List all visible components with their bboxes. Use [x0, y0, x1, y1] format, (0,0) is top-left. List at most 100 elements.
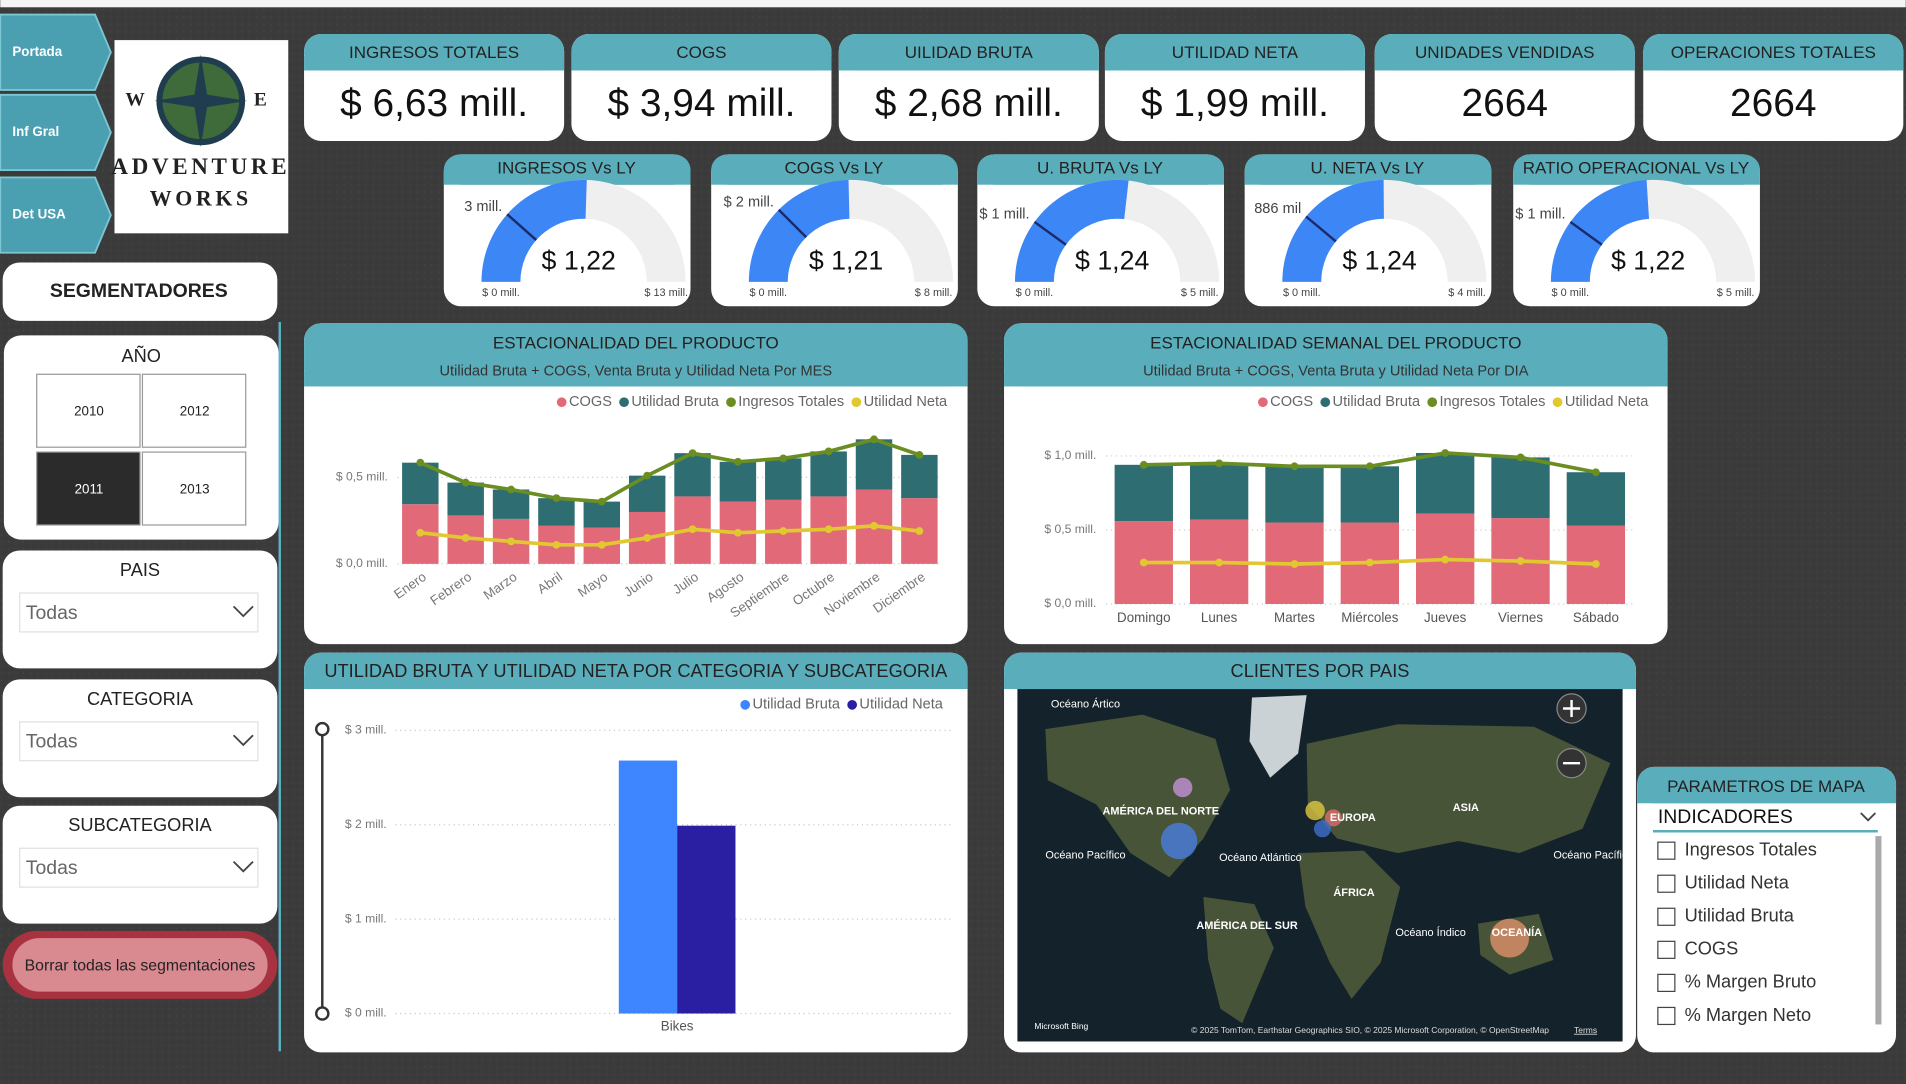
line-point [824, 447, 833, 456]
scroll-handle[interactable] [314, 721, 330, 737]
legend-marker [1552, 397, 1563, 408]
checkbox[interactable] [1657, 874, 1676, 893]
kpi-label: UTILIDAD NETA [1172, 43, 1299, 62]
gauge-target-label: $ 1 mill. [979, 206, 1029, 222]
checkbox[interactable] [1657, 973, 1676, 993]
checkbox[interactable] [1657, 940, 1676, 959]
line-point [915, 450, 924, 459]
gauge-callout: $ 1,24 [1342, 246, 1416, 276]
gauge-callout: $ 1,24 [1075, 246, 1149, 276]
checkbox-label: % Margen Neto [1685, 1005, 1812, 1025]
year-option[interactable] [36, 451, 141, 526]
x-tick-label: Miércoles [1341, 610, 1398, 625]
line-point [1365, 558, 1374, 567]
bar [1416, 452, 1475, 514]
legend-label: COGS [569, 394, 612, 410]
nav-label: Inf Gral [12, 124, 59, 139]
map-terms: Terms [1574, 1025, 1597, 1035]
map-label: Océano Pacífico [1553, 849, 1633, 861]
line-point [779, 454, 788, 463]
checkbox[interactable] [1657, 907, 1676, 926]
gauge-range-label: $ 13 mill. [644, 287, 688, 299]
map-label: Océano Pacífico [1045, 849, 1125, 861]
logo-name: WORKS [150, 187, 252, 211]
line-point [552, 494, 561, 503]
line-point [1441, 555, 1450, 564]
bar [492, 489, 530, 519]
gauge-target-label: 886 mil [1254, 201, 1301, 217]
x-tick-label: Viernes [1498, 610, 1543, 625]
kpi-card-header [838, 55, 1099, 71]
clear-button-inner[interactable] [12, 938, 268, 992]
slicer-label: AÑO [121, 345, 160, 366]
slicer-title-box [2, 262, 278, 321]
bar [538, 498, 575, 526]
gauge-target-label: $ 1 mill. [1515, 206, 1565, 222]
line-point [597, 497, 606, 506]
nav-tab[interactable] [0, 93, 112, 172]
gauge-target-label: 3 mill. [464, 199, 502, 215]
dropdown[interactable] [19, 721, 259, 762]
slicer-title: SEGMENTADORES [50, 280, 228, 302]
nav-tab[interactable] [0, 13, 112, 91]
line-point [688, 525, 697, 534]
map-label: EUROPA [1330, 812, 1376, 824]
gauge-range-label: $ 5 mill. [1717, 287, 1755, 299]
combo-card-header [304, 371, 968, 387]
line-point [1139, 558, 1148, 567]
map-label: AMÉRICA DEL NORTE [1103, 805, 1220, 818]
legend-label: Utilidad Bruta [631, 394, 719, 410]
map-card-header [1004, 674, 1636, 690]
map-bubble [1324, 809, 1342, 827]
x-tick-label: Jueves [1424, 610, 1467, 625]
y-tick-label: $ 0 mill. [345, 1006, 387, 1020]
bar [447, 482, 484, 516]
line-point [1215, 459, 1224, 468]
bar [901, 454, 938, 499]
y-tick-label: $ 3 mill. [345, 723, 387, 737]
map-label: AMÉRICA DEL SUR [1196, 919, 1297, 932]
gauge-target [1569, 220, 1603, 246]
dropdown[interactable] [19, 592, 259, 633]
slicer-label: SUBCATEGORIA [68, 815, 212, 835]
line [419, 437, 920, 504]
dropdown-chevron [232, 734, 254, 747]
params-chevron[interactable] [1860, 812, 1877, 822]
line-point [1516, 557, 1525, 565]
map-bubble [1313, 820, 1331, 838]
gauge-title: RATIO OPERACIONAL Vs LY [1523, 158, 1749, 177]
bar [677, 825, 736, 1014]
gauge-target [1305, 215, 1337, 243]
legend-label: COGS [1270, 394, 1313, 410]
scroll-handle[interactable] [314, 1006, 330, 1021]
dropdown[interactable] [19, 847, 259, 888]
kpi-value: $ 3,94 mill. [607, 82, 795, 125]
checkbox[interactable] [1657, 1006, 1676, 1026]
gauge-card-header [711, 170, 958, 185]
dropdown-chevron [232, 860, 254, 873]
year-option[interactable] [141, 373, 247, 448]
line-point [870, 435, 878, 444]
map-bubble [1160, 822, 1198, 860]
gauge-callout: $ 1,22 [542, 246, 616, 276]
checkbox-label: COGS [1685, 939, 1739, 959]
slicer-label: PAIS [120, 560, 160, 580]
year-option[interactable] [36, 373, 141, 448]
legend-marker [726, 397, 736, 408]
nav-tab[interactable] [0, 176, 112, 254]
chart-title: ESTACIONALIDAD DEL PRODUCTO [493, 333, 779, 352]
gauge-value [1550, 180, 1650, 282]
gauge-range-label: $ 0 mill. [749, 287, 787, 299]
gauge-range-label: $ 0 mill. [482, 287, 520, 299]
gauge-value [481, 179, 587, 282]
checkbox[interactable] [1657, 841, 1676, 860]
bar [583, 501, 621, 528]
legend-label: Utilidad Neta [1565, 394, 1649, 410]
year-option[interactable] [141, 451, 247, 526]
line-point [643, 534, 652, 542]
map-bubble [1172, 777, 1193, 798]
map-land [1306, 724, 1611, 854]
dropdown-value: Todas [26, 731, 78, 753]
